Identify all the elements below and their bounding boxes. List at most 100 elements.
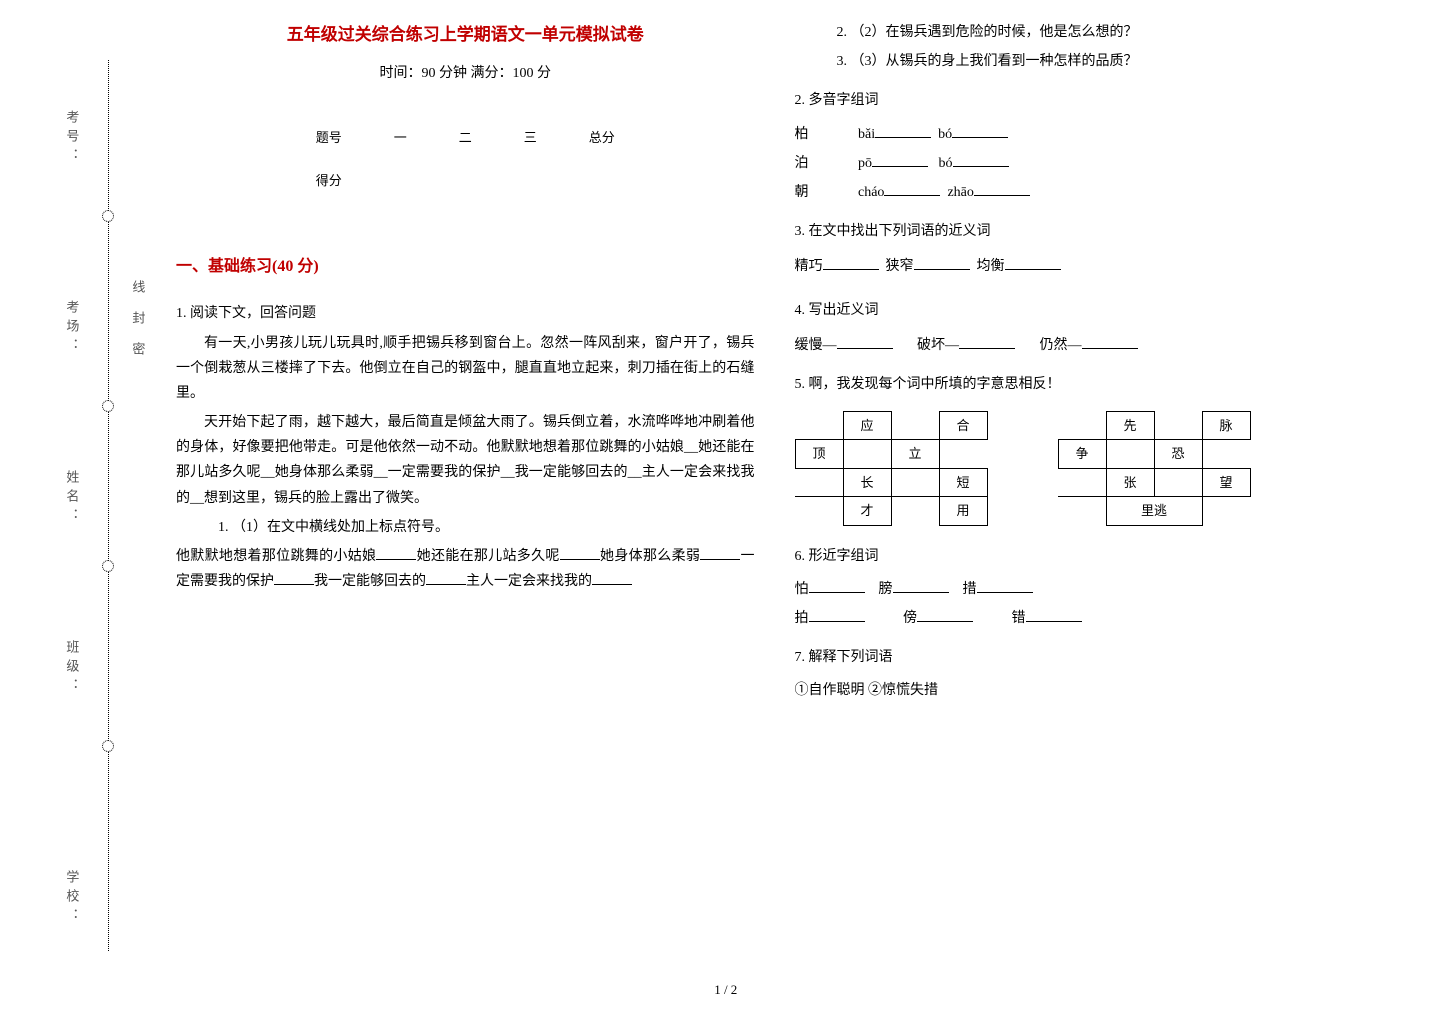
right-column: 2. （2）在锡兵遇到危险的时候，他是怎么想的？ 3. （3）从锡兵的身上我们看…: [775, 20, 1394, 991]
pinyin: cháo: [858, 185, 884, 200]
blank[interactable]: [872, 151, 928, 166]
binding-circle: [102, 210, 114, 222]
passage-paragraph: 有一天,小男孩儿玩儿玩具时,顺手把锡兵移到窗台上。忽然一阵风刮来，窗户开了，锡兵…: [176, 331, 755, 407]
binding-seal-text: 线封密: [126, 280, 149, 373]
grid-blank[interactable]: [795, 497, 843, 525]
binding-circle: [102, 400, 114, 412]
synonym-word: 精巧: [795, 259, 823, 274]
grid-blank[interactable]: [795, 412, 843, 440]
blank[interactable]: [837, 333, 893, 348]
q-title: 写出近义词: [809, 303, 879, 318]
pinyin: bǎi: [858, 127, 875, 142]
grid-blank[interactable]: [1154, 468, 1202, 496]
grid-blank[interactable]: [795, 468, 843, 496]
question-4: 4. 写出近义词 缓慢— 破坏— 仍然—: [795, 298, 1374, 358]
blank[interactable]: [274, 570, 314, 585]
binding-circle: [102, 740, 114, 752]
char: 拍: [795, 611, 809, 626]
grid-cell: 长: [843, 468, 891, 496]
blank[interactable]: [1082, 333, 1138, 348]
subq-text: （1）在文中横线处加上标点符号。: [232, 520, 449, 535]
blank[interactable]: [974, 181, 1030, 196]
polyphone-row: 朝 cháo zhāo: [795, 180, 1374, 205]
score-head-cell: 二: [433, 116, 498, 159]
blank[interactable]: [823, 255, 879, 270]
grid-cell: 恐: [1154, 440, 1202, 468]
punct-seg: 他默默地想着那位跳舞的小姑娘: [176, 549, 376, 564]
grid-blank[interactable]: [1202, 497, 1250, 525]
blank[interactable]: [1005, 255, 1061, 270]
blank[interactable]: [426, 570, 466, 585]
grid-blank[interactable]: [1058, 412, 1106, 440]
q-title: 解释下列词语: [809, 650, 893, 665]
q-number: 7.: [795, 650, 806, 665]
blank[interactable]: [809, 577, 865, 592]
score-row-label: 得分: [290, 159, 368, 202]
subq-text: （2）在锡兵遇到危险的时候，他是怎么想的？: [851, 25, 1138, 40]
grid-blank[interactable]: [1106, 440, 1154, 468]
grid-cell: 立: [891, 440, 939, 468]
char: 傍: [903, 611, 917, 626]
blank[interactable]: [953, 151, 1009, 166]
char: 措: [963, 582, 977, 597]
blank[interactable]: [959, 333, 1015, 348]
blank[interactable]: [560, 545, 600, 560]
q-title: 啊，我发现每个词中所填的字意思相反！: [809, 377, 1061, 392]
grid-cell: 先: [1106, 412, 1154, 440]
grid-blank[interactable]: [939, 440, 987, 468]
blank[interactable]: [700, 545, 740, 560]
pinyin: bó: [939, 156, 953, 171]
subq-number: 3.: [837, 54, 848, 69]
blank[interactable]: [952, 122, 1008, 137]
punct-seg: 我一定能够回去的: [314, 574, 426, 589]
punct-seg: 她还能在那儿站多久呢: [416, 549, 559, 564]
subq-text: （3）从锡兵的身上我们看到一种怎样的品质？: [851, 54, 1138, 69]
blank[interactable]: [875, 122, 931, 137]
char: 膀: [879, 582, 893, 597]
grid-blank[interactable]: [1202, 440, 1250, 468]
blank[interactable]: [1026, 607, 1082, 622]
binding-label-room: 考场：: [60, 300, 83, 357]
grid-cell: 脉: [1202, 412, 1250, 440]
section-heading: 一、基础练习(40 分): [176, 253, 755, 282]
grid-cell: 顶: [795, 440, 843, 468]
score-cell: [563, 159, 641, 202]
q-number: 4.: [795, 303, 806, 318]
grid-blank[interactable]: [843, 440, 891, 468]
blank[interactable]: [977, 577, 1033, 592]
blank[interactable]: [376, 545, 416, 560]
exam-title: 五年级过关综合练习上学期语文一单元模拟试卷: [176, 20, 755, 51]
blank[interactable]: [884, 181, 940, 196]
grid-cell: 用: [939, 497, 987, 525]
grid-cell: 争: [1058, 440, 1106, 468]
grid-blank[interactable]: [891, 468, 939, 496]
grid-blank[interactable]: [891, 412, 939, 440]
q-number: 2.: [795, 93, 806, 108]
blank[interactable]: [809, 607, 865, 622]
grid-blank[interactable]: [1058, 497, 1106, 525]
subq-number: 2.: [837, 25, 848, 40]
q-number: 5.: [795, 377, 806, 392]
blank[interactable]: [592, 570, 632, 585]
pinyin: zhāo: [947, 185, 973, 200]
pinyin: bó: [938, 127, 952, 142]
q-title: 阅读下文，回答问题: [190, 306, 316, 321]
punct-fill-line: 他默默地想着那位跳舞的小姑娘她还能在那儿站多久呢她身体那么柔弱一定需要我的保护我…: [176, 544, 755, 594]
grid-blank[interactable]: [891, 497, 939, 525]
blank[interactable]: [893, 577, 949, 592]
punct-seg: 主人一定会来找我的: [466, 574, 592, 589]
grid-blank[interactable]: [1154, 412, 1202, 440]
q-title: 多音字组词: [809, 93, 879, 108]
score-cell: [498, 159, 563, 202]
binding-label-class: 班级：: [60, 640, 83, 697]
grid-blank[interactable]: [1058, 468, 1106, 496]
blank[interactable]: [914, 255, 970, 270]
content-area: 五年级过关综合练习上学期语文一单元模拟试卷 时间：90 分钟 满分：100 分 …: [120, 0, 1433, 1011]
score-head-cell: 三: [498, 116, 563, 159]
q-number: 1.: [176, 306, 187, 321]
binding-label-school: 学校：: [60, 870, 83, 927]
q-number: 3.: [795, 224, 806, 239]
passage-paragraph: 天开始下起了雨，越下越大，最后简直是倾盆大雨了。锡兵倒立着，水流哗哗地冲刷着他的…: [176, 410, 755, 511]
blank[interactable]: [917, 607, 973, 622]
antonym-grid-left: 应 合 顶 立 长: [795, 411, 988, 526]
